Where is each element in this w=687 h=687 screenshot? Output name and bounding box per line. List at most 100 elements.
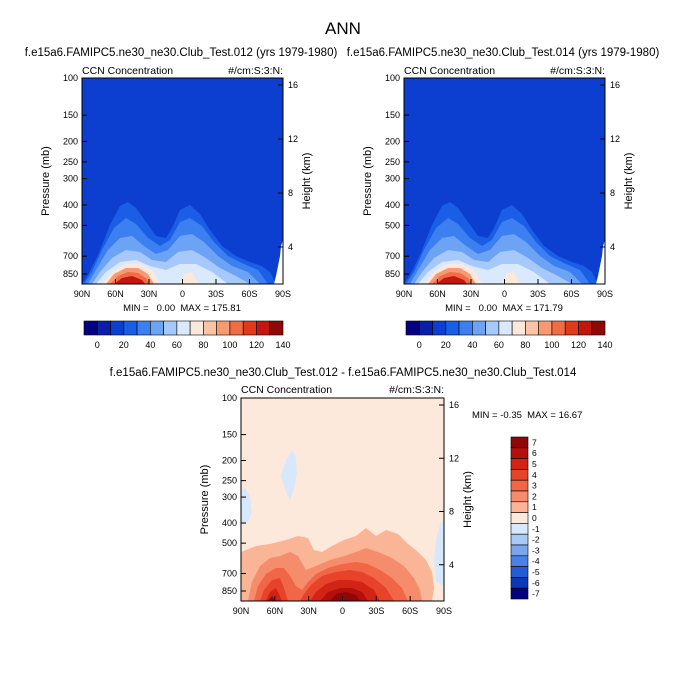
- y2-axis-label: Height (km): [301, 153, 313, 210]
- colorbar-swatch: [511, 320, 526, 336]
- x-tick-label: 30N: [141, 289, 158, 299]
- colorbar-swatch: [216, 320, 231, 336]
- colorbar-swatch: [498, 320, 513, 336]
- y-tick-label: 850: [385, 269, 400, 279]
- y-tick-label: 100: [63, 73, 78, 83]
- colorbar-label: 80: [520, 340, 530, 350]
- panel-2-plot-area: [403, 77, 606, 285]
- y2-tick-label: 16: [288, 80, 298, 90]
- colorbar-label: 0: [532, 513, 537, 523]
- x-tick-label: 60S: [563, 289, 579, 299]
- y-tick-label: 500: [385, 220, 400, 230]
- y-tick-label: 700: [63, 251, 78, 261]
- colorbar-swatch: [123, 320, 138, 336]
- x-tick-label: 60N: [267, 606, 284, 616]
- panel-2-title: f.e15a6.FAMIPC5.ne30_ne30.Club_Test.014 …: [347, 47, 660, 59]
- panel-3-plot-area: [240, 397, 445, 602]
- colorbar-swatch: [510, 479, 529, 492]
- y2-tick-label: 8: [449, 507, 454, 517]
- panel-3: f.e15a6.FAMIPC5.ne30_ne30.Club_Test.012 …: [110, 367, 583, 616]
- panel-1: f.e15a6.FAMIPC5.ne30_ne30.Club_Test.012 …: [25, 47, 338, 350]
- y2-tick-label: 8: [610, 188, 615, 198]
- panel-2: f.e15a6.FAMIPC5.ne30_ne30.Club_Test.014 …: [347, 47, 660, 350]
- panel-2-right-label: #/cm:S:3:N:: [550, 65, 605, 77]
- y-tick-label: 400: [63, 200, 78, 210]
- panel-2-stats: MIN = 0.00 MAX = 171.79: [445, 303, 563, 314]
- y-tick-label: 250: [385, 157, 400, 167]
- colorbar-swatch: [510, 436, 529, 449]
- colorbar-swatch: [83, 320, 98, 336]
- panel-2-left-label: CCN Concentration: [404, 65, 495, 77]
- colorbar-swatch: [510, 587, 529, 600]
- contour-level-140: [114, 276, 145, 284]
- y-tick-label: 100: [385, 73, 400, 83]
- panel-2-colorbar: 0 20 40 60 80 100 120 140: [405, 320, 613, 350]
- y-tick-label: 200: [63, 136, 78, 146]
- colorbar-swatch: [405, 320, 420, 336]
- colorbar-swatch: [418, 320, 433, 336]
- y-tick-label: 400: [385, 200, 400, 210]
- colorbar-swatch: [150, 320, 164, 336]
- y-tick-label: 300: [385, 174, 400, 184]
- colorbar-swatch: [591, 320, 606, 336]
- colorbar-label: 4: [532, 470, 537, 480]
- panel-1-missing-data: [274, 240, 283, 284]
- y2-tick-label: 8: [288, 188, 293, 198]
- x-tick-label: 90N: [233, 606, 250, 616]
- colorbar-label: 1: [532, 502, 537, 512]
- panel-2-axes: 90N 60N 30N 0 30S 60S 90S 100 150 200 250 300 400 500…: [362, 73, 635, 299]
- y-tick-label: 850: [63, 269, 78, 279]
- colorbar-label: 40: [467, 340, 477, 350]
- colorbar-swatch: [510, 458, 529, 470]
- x-tick-label: 30N: [300, 606, 317, 616]
- panel-1-right-label: #/cm:S:3:N:: [228, 65, 283, 77]
- y-tick-label: 700: [385, 251, 400, 261]
- y2-tick-label: 16: [610, 80, 620, 90]
- x-tick-label: 30S: [208, 289, 224, 299]
- y-axis-label: Pressure (mb): [362, 146, 374, 216]
- x-tick-label: 0: [340, 606, 345, 616]
- colorbar-label: 3: [532, 481, 537, 491]
- x-tick-label: 90N: [396, 289, 413, 299]
- colorbar-swatch: [510, 577, 529, 589]
- panel-3-right-label: #/cm:S:3:N:: [389, 384, 444, 396]
- panel-1-plot-area: [81, 77, 284, 285]
- colorbar-swatch: [510, 566, 529, 578]
- x-tick-label: 60S: [402, 606, 418, 616]
- contour-level-neg1-c: [434, 520, 444, 586]
- panel-3-left-label: CCN Concentration: [241, 384, 332, 396]
- colorbar-swatch: [458, 320, 473, 336]
- y-tick-label: 150: [63, 110, 78, 120]
- colorbar-label: 140: [275, 340, 290, 350]
- contour-level-7: [268, 592, 360, 601]
- y2-axis-label: Height (km): [623, 153, 635, 210]
- colorbar-label: 60: [494, 340, 504, 350]
- colorbar-label: 5: [532, 459, 537, 469]
- colorbar-swatch: [510, 469, 529, 481]
- panel-2-missing-data: [596, 240, 605, 284]
- x-tick-label: 30S: [368, 606, 384, 616]
- x-tick-label: 90N: [74, 289, 91, 299]
- colorbar-label: 120: [249, 340, 264, 350]
- colorbar-swatch: [110, 320, 125, 336]
- y-tick-label: 200: [385, 136, 400, 146]
- panel-1-axes: 90N 60N 30N 0 30S 60S 90S 100 150 200 250 300 400 500…: [40, 73, 313, 299]
- y-tick-label: 250: [222, 476, 237, 486]
- y-tick-label: 400: [222, 518, 237, 528]
- colorbar-label: 40: [145, 340, 155, 350]
- panel-3-axes: 90N 60N 30N 0 30S 60S 90S 100 150 200 250 300 400 500…: [199, 393, 474, 616]
- y-tick-label: 300: [63, 174, 78, 184]
- colorbar-label: 80: [198, 340, 208, 350]
- x-tick-label: 0: [180, 289, 185, 299]
- colorbar-swatch: [538, 320, 553, 336]
- colorbar-label: 2: [532, 491, 537, 501]
- colorbar-swatch: [510, 512, 529, 524]
- y-tick-label: 100: [222, 393, 237, 403]
- y2-tick-label: 16: [449, 400, 459, 410]
- colorbar-label: -5: [532, 567, 540, 577]
- colorbar-label: -6: [532, 578, 540, 588]
- y2-tick-label: 4: [288, 242, 293, 252]
- colorbar-swatch: [564, 320, 579, 336]
